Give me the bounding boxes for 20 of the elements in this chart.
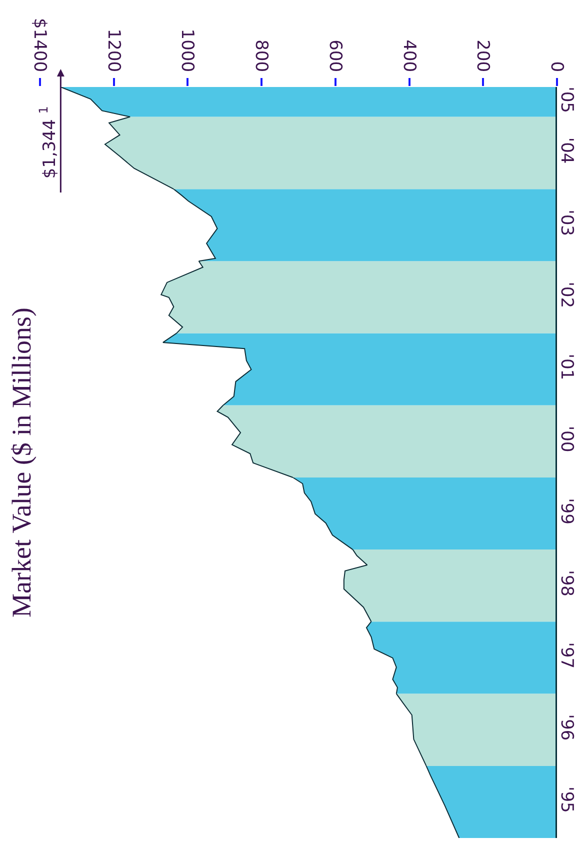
y-tick-label: '02 — [556, 282, 576, 308]
x-tick-label: 400 — [398, 40, 419, 72]
y-tick-label: '03 — [556, 210, 576, 236]
x-tick-label: 600 — [324, 40, 345, 72]
y-tick-label: '98 — [556, 570, 576, 596]
y-tick-label: '00 — [556, 426, 576, 452]
x-tick-label: $1400 — [29, 18, 50, 72]
y-tick-label: '99 — [556, 498, 576, 524]
x-tick-label: 1000 — [177, 28, 198, 72]
text: Market Value ($ in Millions) — [6, 308, 36, 618]
y-tick-label: '05 — [556, 86, 576, 114]
y-tick-label: '95 — [556, 786, 576, 813]
x-tick-label: 800 — [251, 40, 272, 72]
y-tick-label: '97 — [556, 642, 576, 669]
y-tick-label: '96 — [556, 714, 576, 741]
y-tick-label: '01 — [556, 354, 576, 380]
x-tick-label: 1200 — [103, 28, 124, 72]
x-tick-label: 200 — [472, 40, 493, 72]
x-tick-label: 0 — [546, 61, 566, 72]
y-tick-label: '04 — [556, 137, 576, 164]
